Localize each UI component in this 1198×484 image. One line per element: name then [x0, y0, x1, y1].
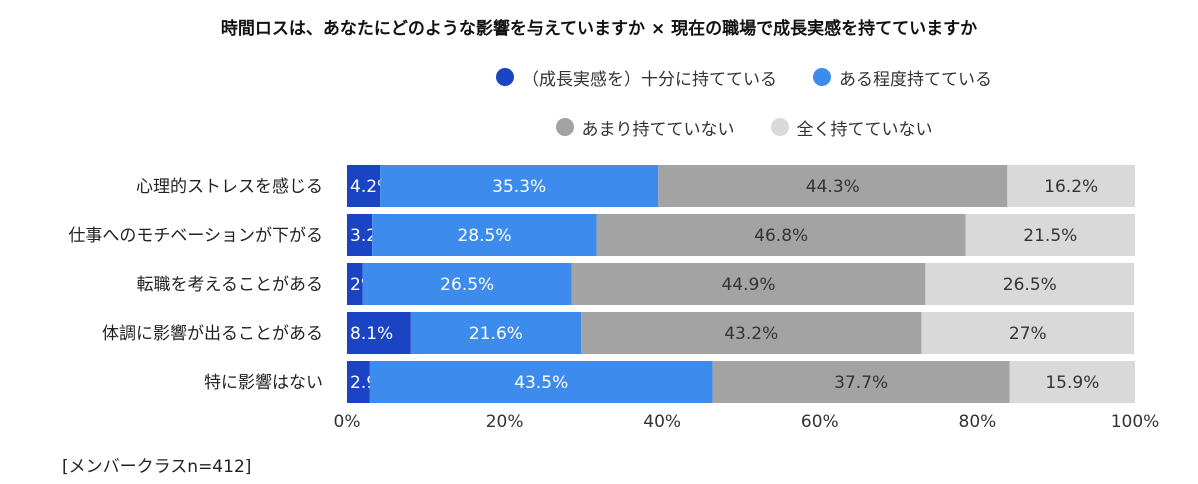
- legend-row-1: （成長実感を）十分に持てている ある程度持てている: [0, 62, 1198, 92]
- legend-row-2: あまり持てていない 全く持てていない: [0, 112, 1198, 142]
- stacked-bar-chart: 心理的ストレスを感じる 4.2% 35.3% 44.3% 16.2%仕事へのモチベーショ…: [68, 165, 1160, 432]
- legend-item: あまり持てていない: [555, 115, 735, 140]
- legend-swatch: [555, 118, 574, 136]
- legend-label: あまり持てていない: [581, 119, 735, 140]
- data-label: 21.6%: [469, 324, 523, 344]
- bar-segment: [581, 312, 922, 354]
- category-label: 体調に影響が出ることがある: [102, 324, 323, 344]
- bar-segment: [712, 361, 1010, 403]
- category-label: 仕事へのモチベーションが下がる: [68, 226, 323, 246]
- legend-label: 全く持てていない: [796, 119, 933, 140]
- data-label: 35.3%: [492, 177, 546, 197]
- data-label: 44.9%: [721, 275, 775, 295]
- data-label: 44.3%: [806, 177, 860, 197]
- legend-swatch: [813, 68, 831, 86]
- data-label: 46.8%: [754, 226, 808, 246]
- category-label: 特に影響はない: [204, 373, 323, 393]
- data-label: 8.1%: [350, 324, 393, 344]
- bar-segment: [596, 214, 966, 256]
- legend-swatch: [496, 68, 514, 86]
- bar-segment: [1007, 165, 1135, 207]
- legend-item: ある程度持てている: [813, 65, 992, 90]
- sample-size-note: [メンバークラスn=412]: [62, 457, 252, 477]
- chart-title: 時間ロスは、あなたにどのような影響を与えていますか × 現在の職場で成長実感を持…: [220, 19, 978, 39]
- bar-segment: [347, 263, 363, 305]
- bar-segment: [921, 312, 1135, 354]
- data-label: 27%: [1009, 324, 1047, 344]
- legend-item: 全く持てていない: [770, 115, 933, 140]
- legend-label: （成長実感を）十分に持てている: [522, 69, 777, 90]
- bar-segment: [372, 214, 597, 256]
- data-label: 26.5%: [1003, 275, 1057, 295]
- bar-segment: [369, 361, 713, 403]
- x-tick-label: 80%: [959, 412, 997, 432]
- bar-segment: [347, 165, 381, 207]
- x-tick-label: 40%: [643, 412, 681, 432]
- x-tick-label: 0%: [334, 412, 361, 432]
- bar-segment: [925, 263, 1135, 305]
- data-label: 26.5%: [440, 275, 494, 295]
- bar-segment: [347, 361, 370, 403]
- bar-segment: [571, 263, 926, 305]
- x-tick-label: 100%: [1111, 412, 1160, 432]
- data-label: 16.2%: [1044, 177, 1098, 197]
- x-tick-label: 60%: [801, 412, 839, 432]
- bar-segment: [362, 263, 572, 305]
- legend-item: （成長実感を）十分に持てている: [496, 65, 777, 90]
- data-label: 28.5%: [457, 226, 511, 246]
- data-label: 43.2%: [724, 324, 778, 344]
- bar-segment: [380, 165, 659, 207]
- legend-swatch: [770, 118, 789, 136]
- category-label: 転職を考えることがある: [137, 275, 324, 295]
- bar-segment: [347, 214, 373, 256]
- x-tick-label: 20%: [486, 412, 524, 432]
- bar-segment: [965, 214, 1135, 256]
- bar-segment: [658, 165, 1008, 207]
- data-label: 21.5%: [1023, 226, 1077, 246]
- bar-segment: [1009, 361, 1135, 403]
- data-label: 43.5%: [514, 373, 568, 393]
- legend-label: ある程度持てている: [839, 69, 992, 90]
- bar-segment: [410, 312, 582, 354]
- data-label: 37.7%: [834, 373, 888, 393]
- bar-segment: [347, 312, 411, 354]
- category-label: 心理的ストレスを感じる: [136, 177, 323, 197]
- data-label: 15.9%: [1045, 373, 1099, 393]
